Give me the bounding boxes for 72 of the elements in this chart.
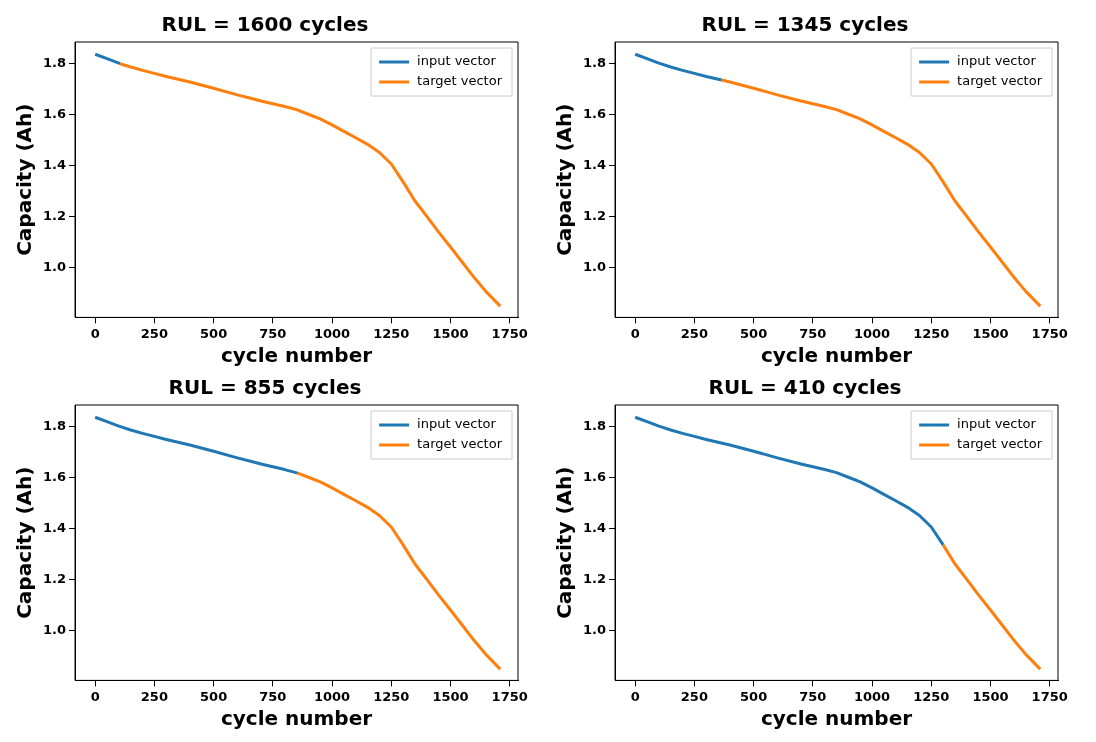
- legend-label: target vector: [417, 436, 503, 452]
- y-axis-title: Capacity (Ah): [552, 103, 577, 256]
- y-tick-label: 1.8: [583, 54, 607, 70]
- x-axis-title: cycle number: [220, 343, 373, 368]
- y-tick-label: 1.0: [43, 258, 67, 274]
- legend-label: input vector: [957, 416, 1037, 432]
- x-axis-title: cycle number: [760, 343, 913, 368]
- x-tick-label: 250: [680, 325, 708, 341]
- y-tick-label: 1.6: [43, 468, 67, 484]
- y-tick-label: 1.6: [583, 468, 607, 484]
- legend-label: target vector: [957, 436, 1043, 452]
- chart-title: RUL = 1600 cycles: [161, 12, 369, 37]
- x-tick-label: 1750: [491, 325, 528, 341]
- y-tick-label: 1.0: [583, 621, 607, 637]
- x-tick-label: 1250: [913, 688, 950, 704]
- legend-label: input vector: [957, 53, 1037, 69]
- y-tick-label: 1.2: [583, 207, 607, 223]
- x-tick-label: 1750: [1031, 688, 1068, 704]
- y-tick-label: 1.0: [583, 258, 607, 274]
- y-tick-label: 1.8: [43, 417, 67, 433]
- y-tick-label: 1.8: [43, 54, 67, 70]
- x-tick-label: 1750: [1031, 325, 1068, 341]
- x-tick-label: 750: [259, 325, 287, 341]
- x-tick-label: 250: [140, 688, 168, 704]
- x-tick-label: 1250: [373, 325, 410, 341]
- y-axis-title: Capacity (Ah): [552, 466, 577, 619]
- y-tick-label: 1.0: [43, 621, 67, 637]
- legend-label: target vector: [417, 73, 503, 89]
- legend-label: input vector: [417, 53, 497, 69]
- y-tick-label: 1.6: [583, 105, 607, 121]
- x-tick-label: 0: [630, 688, 640, 704]
- x-tick-label: 1000: [313, 688, 351, 704]
- x-tick-label: 1500: [432, 688, 469, 704]
- x-tick-label: 1000: [853, 325, 891, 341]
- x-tick-label: 1500: [432, 325, 469, 341]
- x-axis-title: cycle number: [760, 706, 913, 731]
- x-tick-label: 250: [140, 325, 168, 341]
- x-tick-label: 1500: [972, 325, 1009, 341]
- x-tick-label: 500: [740, 688, 768, 704]
- x-tick-label: 1000: [853, 688, 891, 704]
- y-tick-label: 1.4: [583, 519, 607, 535]
- x-tick-label: 750: [799, 325, 827, 341]
- y-tick-label: 1.4: [583, 156, 607, 172]
- x-tick-label: 1750: [491, 688, 528, 704]
- x-tick-label: 0: [90, 325, 100, 341]
- x-tick-label: 1500: [972, 688, 1009, 704]
- x-tick-label: 0: [90, 688, 100, 704]
- x-tick-label: 750: [799, 688, 827, 704]
- y-tick-label: 1.4: [43, 156, 67, 172]
- x-tick-label: 500: [200, 688, 228, 704]
- x-tick-label: 0: [630, 325, 640, 341]
- y-tick-label: 1.6: [43, 105, 67, 121]
- y-axis-title: Capacity (Ah): [12, 103, 37, 256]
- y-tick-label: 1.2: [43, 207, 67, 223]
- x-tick-label: 750: [259, 688, 287, 704]
- x-tick-label: 250: [680, 688, 708, 704]
- x-axis-title: cycle number: [220, 706, 373, 731]
- x-tick-label: 500: [200, 325, 228, 341]
- chart-title: RUL = 410 cycles: [708, 375, 902, 400]
- legend-label: target vector: [957, 73, 1043, 89]
- x-tick-label: 500: [740, 325, 768, 341]
- x-tick-label: 1000: [313, 325, 351, 341]
- y-tick-label: 1.4: [43, 519, 67, 535]
- chart-title: RUL = 1345 cycles: [701, 12, 909, 37]
- x-tick-label: 1250: [913, 325, 950, 341]
- y-tick-label: 1.2: [583, 570, 607, 586]
- legend-label: input vector: [417, 416, 497, 432]
- y-tick-label: 1.2: [43, 570, 67, 586]
- y-tick-label: 1.8: [583, 417, 607, 433]
- chart-title: RUL = 855 cycles: [168, 375, 362, 400]
- y-axis-title: Capacity (Ah): [12, 466, 37, 619]
- x-tick-label: 1250: [373, 688, 410, 704]
